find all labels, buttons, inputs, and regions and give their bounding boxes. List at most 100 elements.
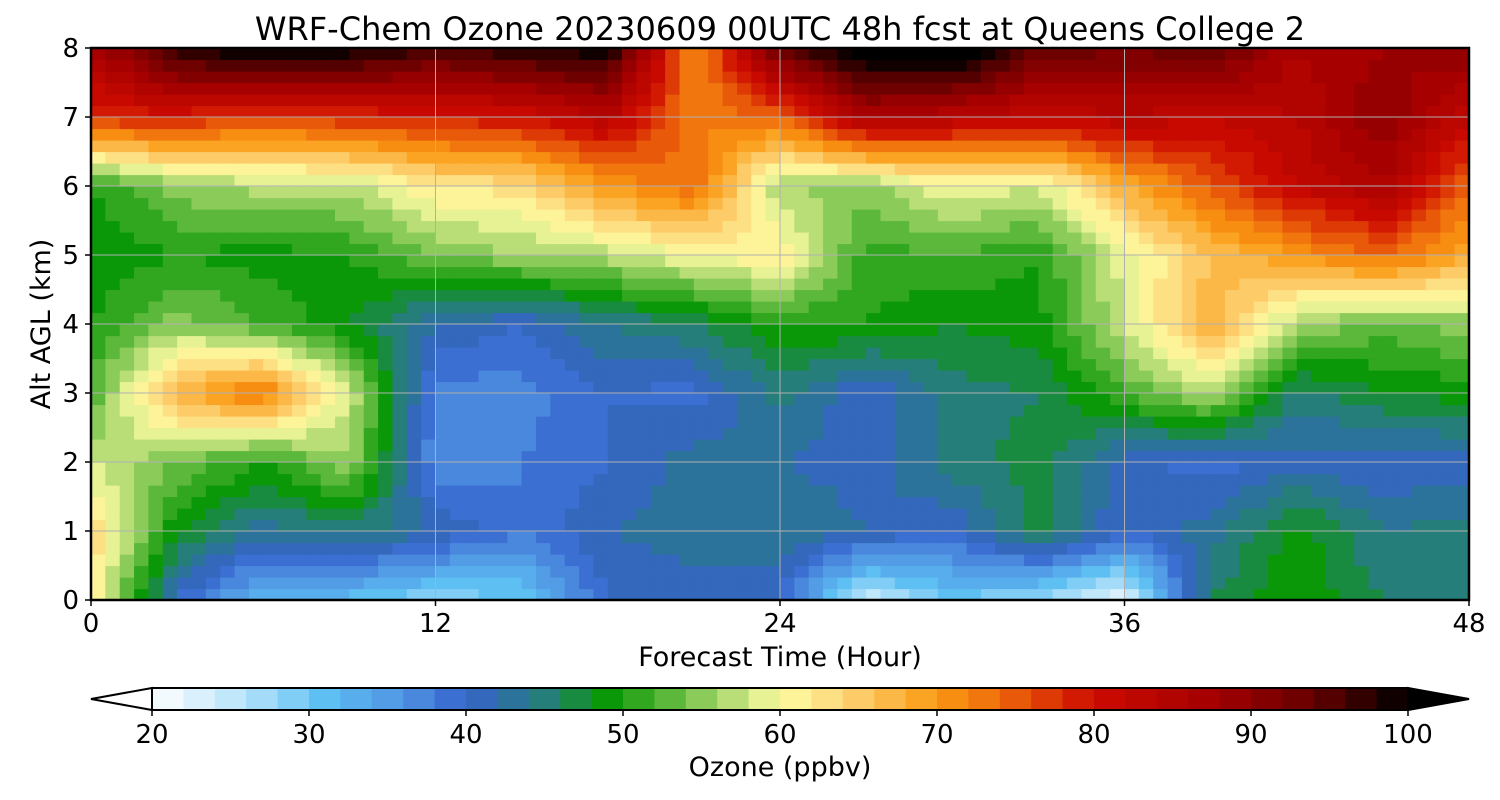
heat-cell [1411, 565, 1427, 578]
heat-cell [1196, 588, 1212, 600]
heat-cell [851, 243, 867, 256]
heat-cell [1325, 554, 1341, 567]
heat-cell [378, 381, 394, 394]
heat-cell [1425, 266, 1441, 279]
heat-cell [1110, 94, 1126, 107]
heat-cell [134, 255, 150, 268]
heat-cell [693, 220, 709, 233]
heat-cell [851, 59, 867, 72]
heat-cell [894, 266, 910, 279]
heat-cell [1325, 174, 1341, 187]
heat-cell [392, 324, 408, 337]
heat-cell [335, 312, 350, 325]
heat-cell [1181, 278, 1197, 291]
heat-cell [866, 416, 882, 429]
heat-cell [363, 163, 379, 176]
heat-cell [765, 565, 781, 578]
heat-cell [291, 531, 307, 544]
heat-cell [980, 174, 996, 187]
heat-cell [708, 542, 724, 555]
heat-cell [191, 519, 207, 532]
colorbar-segment [905, 688, 938, 710]
x-tick-label: 24 [763, 609, 796, 639]
heat-cell [1311, 427, 1327, 440]
heat-cell [837, 508, 853, 521]
heat-cell [823, 94, 839, 107]
heat-cell [363, 427, 379, 440]
heat-cell [291, 163, 307, 176]
heat-cell [1067, 324, 1083, 337]
heat-cell [1009, 358, 1025, 371]
heat-cell [636, 462, 652, 475]
heat-cell [507, 117, 523, 130]
heat-cell [966, 462, 982, 475]
heat-cell [823, 450, 839, 463]
heat-cell [1095, 427, 1111, 440]
heat-cell [1153, 577, 1169, 590]
heat-cell [650, 554, 666, 567]
heat-cell [234, 71, 250, 84]
heat-cell [478, 473, 494, 486]
heat-cell [449, 71, 465, 84]
heat-cell [765, 105, 781, 118]
heat-cell [91, 335, 106, 348]
heat-cell [392, 542, 408, 555]
heat-cell [1325, 450, 1341, 463]
heat-cell [1124, 82, 1140, 95]
heat-cell [708, 404, 724, 417]
heat-cell [894, 186, 910, 199]
heat-cell [894, 105, 910, 118]
heat-cell [1354, 128, 1370, 141]
heat-cell [650, 335, 666, 348]
heat-cell [1282, 473, 1298, 486]
heat-cell [1153, 255, 1169, 268]
heat-cell [1368, 94, 1384, 107]
heat-cell [1382, 565, 1398, 578]
heat-cell [507, 48, 523, 61]
heat-cell [263, 232, 279, 245]
heat-cell [636, 335, 652, 348]
heat-cell [162, 335, 178, 348]
heat-cell [564, 496, 580, 509]
heat-cell [105, 301, 121, 314]
heat-cell [220, 82, 236, 95]
heat-cell [1095, 243, 1111, 256]
heat-cell [665, 370, 681, 383]
heat-cell [363, 393, 379, 406]
colorbar-tick-label: 100 [1383, 720, 1433, 750]
heat-cell [464, 209, 480, 222]
heat-cell [650, 439, 666, 452]
heat-cell [1397, 48, 1413, 61]
heat-cell [406, 278, 422, 291]
heat-cell [191, 209, 207, 222]
heat-cell [765, 427, 781, 440]
heat-cell [421, 324, 437, 337]
heat-cell [1425, 588, 1441, 600]
heat-cell [1038, 485, 1054, 498]
heat-cell [1009, 59, 1025, 72]
heat-cell [837, 393, 853, 406]
heat-cell [1296, 462, 1312, 475]
heat-cell [1282, 151, 1298, 164]
heat-cell [837, 186, 853, 199]
heat-cell [564, 324, 580, 337]
heat-cell [105, 209, 121, 222]
heat-cell [1110, 163, 1126, 176]
heat-cell [277, 94, 293, 107]
heat-cell [894, 485, 910, 498]
heat-cell [1311, 577, 1327, 590]
heat-cell [794, 186, 810, 199]
heat-cell [1253, 220, 1269, 233]
heat-cell [277, 542, 293, 555]
heat-cell [1095, 508, 1111, 521]
heat-cell [1124, 462, 1140, 475]
heat-cell [1110, 105, 1126, 118]
heat-cell [909, 473, 925, 486]
heat-cell [1239, 232, 1255, 245]
heat-cell [1038, 427, 1054, 440]
heat-cell [693, 358, 709, 371]
heat-cell [808, 312, 824, 325]
heat-cell [1095, 485, 1111, 498]
heat-cell [507, 59, 523, 72]
heat-cell [966, 105, 982, 118]
